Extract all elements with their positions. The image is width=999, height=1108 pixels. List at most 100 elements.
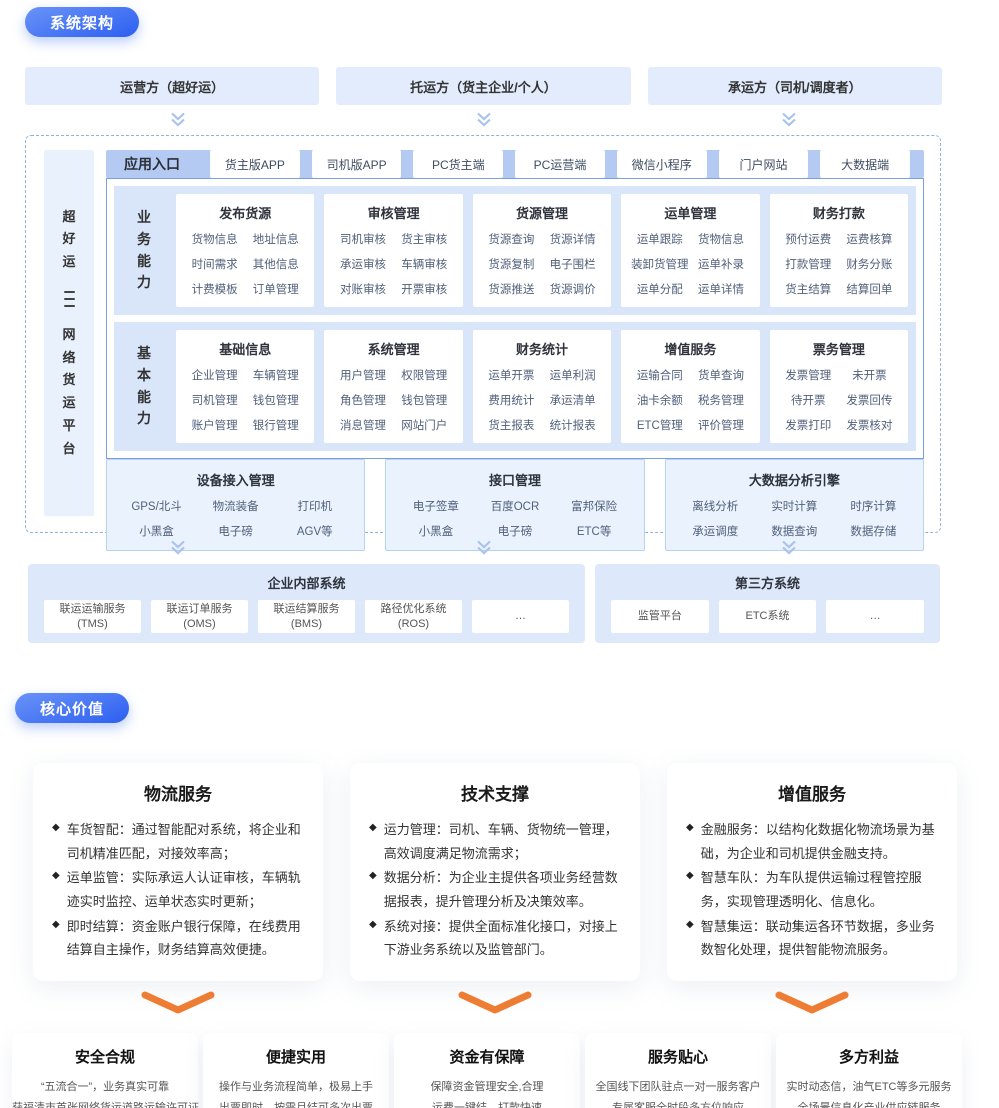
- core-values-row: 物流服务 车货智配：通过智能配对系统，将企业和司机精准匹配，对接效率高； 运单监…: [0, 763, 999, 981]
- third-party-system-item: ETC系统: [718, 600, 817, 633]
- infra-item: AGV等: [296, 526, 333, 538]
- value-card-title: 物流服务: [144, 785, 212, 804]
- group-item: 货源详情: [549, 234, 596, 246]
- value-bullet: 智慧集运：联动集运各环节数据，多业务数智化处理，提供智能物流服务。: [686, 915, 938, 962]
- infra-item: 物流装备: [212, 501, 259, 513]
- group-item: 未开票: [852, 370, 887, 382]
- group-item: 承运清单: [549, 395, 596, 407]
- group-item: 货物信息: [698, 234, 745, 246]
- benefit-line: “五流合一”，业务真实可靠: [40, 1080, 170, 1093]
- group-title: 财务统计: [516, 342, 569, 357]
- value-card-technology: 技术支撑 运力管理：司机、车辆、货物统一管理，高效调度满足物流需求； 数据分析：…: [350, 763, 640, 981]
- double-chevron-down-icon: [171, 112, 185, 127]
- capability-panel: 业务能力 发布货源 货物信息 地址信息 时间需求 其他信息 计费模板 订单管理: [106, 178, 924, 459]
- group-item: 运输合同: [636, 370, 683, 382]
- benefit-line: 操作与业务流程简单，极易上手: [219, 1080, 373, 1093]
- group-item: 货主报表: [488, 420, 535, 432]
- capability-row-basic: 基本能力 基础信息 企业管理 车辆管理 司机管理 钱包管理 账户管理 银行管理: [114, 322, 916, 451]
- group-item: 运费核算: [846, 234, 893, 246]
- benefit-title: 服务贴心: [647, 1048, 708, 1066]
- app-entry-row: 应用入口 货主版APP 司机版APP PC货主端 PC运营端 微信小程序 门户网…: [106, 150, 924, 178]
- group-title: 系统管理: [367, 342, 420, 357]
- infra-item: 离线分析: [692, 501, 739, 513]
- capability-group: 运单管理 运单跟踪 货物信息 装卸货管理 运单补录 运单分配 运单详情: [621, 194, 760, 307]
- capability-row-label: 基本能力: [137, 345, 151, 427]
- benefit-line: 专属客服全时段多方位响应: [612, 1101, 744, 1108]
- group-item: 税务管理: [698, 395, 745, 407]
- infra-box-bigdata: 大数据分析引擎 离线分析 实时计算 时序计算 承运调度 数据查询 数据存储: [664, 459, 924, 551]
- platform-side-label: 超好运 网络货运平台: [44, 150, 94, 516]
- benefit-card-convenience: 便捷实用 操作与业务流程简单，极易上手 出票即时，按需月结可多次出票: [203, 1032, 389, 1108]
- double-chevron-down-icon: [476, 112, 491, 127]
- internal-system-item: 路径优化系统 (ROS): [365, 600, 462, 633]
- platform-content: 应用入口 货主版APP 司机版APP PC货主端 PC运营端 微信小程序 门户网…: [106, 150, 924, 551]
- app-entry-item: 微信小程序: [616, 150, 707, 178]
- value-bullet: 即时结算：资金账户银行保障，在线费用结算自主操作，财务结算高效便捷。: [52, 915, 304, 962]
- system-name: 联运结算服务: [273, 603, 340, 616]
- group-item: 油卡余额: [636, 395, 683, 407]
- group-item: 司机审核: [340, 234, 386, 246]
- chevrons-row-top: [25, 105, 942, 131]
- group-item: 运单利润: [549, 370, 596, 382]
- benefit-card-funds: 资金有保障 保障资金管理安全,合理 运费一键结，打款快速: [394, 1032, 580, 1108]
- group-item: 权限管理: [401, 370, 448, 382]
- group-item: 用户管理: [340, 370, 386, 382]
- capability-row-business: 业务能力 发布货源 货物信息 地址信息 时间需求 其他信息 计费模板 订单管理: [114, 186, 916, 315]
- double-chevron-down-icon: [171, 540, 185, 555]
- benefits-row: 安全合规 “五流合一”，业务真实可靠 获福清市首张网络货运道路运输许可证 便捷实…: [0, 1032, 999, 1108]
- value-card-title: 技术支撑: [461, 785, 529, 804]
- system-name: 联运订单服务: [166, 603, 233, 616]
- group-item: 钱包管理: [401, 395, 448, 407]
- internal-system-item: 联运运输服务 (TMS): [44, 600, 141, 633]
- capability-group: 票务管理 发票管理 未开票 待开票 发票回传 发票打印 发票核对: [769, 330, 909, 443]
- group-item: 发票打印: [785, 420, 832, 432]
- infra-item: GPS/北斗: [131, 501, 182, 513]
- infra-item: 实时计算: [771, 501, 818, 513]
- capability-row-label: 业务能力: [137, 209, 151, 291]
- group-item: 车辆审核: [401, 259, 448, 271]
- infra-item: 数据查询: [771, 526, 818, 538]
- orange-chevron-down-icon: [458, 991, 532, 1014]
- chevrons-row-bottom: [25, 533, 942, 559]
- infra-title: 设备接入管理: [196, 473, 275, 488]
- double-chevron-down-icon: [782, 112, 796, 127]
- core-values-section-badge: 核心价值: [15, 693, 130, 723]
- group-title: 运单管理: [664, 206, 717, 221]
- benefit-line: 保障资金管理安全,合理: [430, 1080, 544, 1093]
- group-item: 承运审核: [340, 259, 386, 271]
- double-chevron-down-icon: [782, 540, 796, 555]
- capability-group: 审核管理 司机审核 货主审核 承运审核 车辆审核 对账审核 开票审核: [324, 194, 463, 307]
- group-item: 货物信息: [191, 234, 238, 246]
- third-party-system-item: 监管平台: [611, 600, 709, 633]
- infra-item: 时序计算: [850, 501, 897, 513]
- group-item: 司机管理: [191, 395, 238, 407]
- group-item: 订单管理: [252, 284, 299, 296]
- internal-systems-box: 企业内部系统 联运运输服务 (TMS) 联运订单服务 (OMS) 联运结算服务 …: [28, 564, 585, 643]
- divider-dashes: [63, 286, 75, 312]
- group-item: 角色管理: [340, 395, 386, 407]
- benefit-card-service: 服务贴心 全国线下团队驻点一对一服务客户 专属客服全时段多方位响应 提供资深专家…: [585, 1032, 771, 1108]
- capability-group: 货源管理 货源查询 货源详情 货源复制 电子围栏 货源推送 货源调价: [472, 194, 612, 307]
- group-title: 增值服务: [664, 342, 717, 357]
- benefit-line: 运费一键结，打款快速: [432, 1101, 542, 1108]
- app-entry-item: PC运营端: [515, 150, 605, 178]
- benefit-line: 出票即时，按需月结可多次出票: [219, 1101, 373, 1108]
- group-item: 货单查询: [698, 370, 745, 382]
- group-item: 企业管理: [191, 370, 238, 382]
- group-item: 银行管理: [252, 420, 299, 432]
- group-item: 运单跟踪: [636, 234, 683, 246]
- orange-chevrons-row: [0, 991, 999, 1020]
- systems-box-title: 企业内部系统: [267, 576, 346, 591]
- double-chevron-down-icon: [476, 540, 491, 555]
- benefit-line: 实时动态信，油气ETC等多元服务: [786, 1080, 952, 1093]
- value-bullet: 车货智配：通过智能配对系统，将企业和司机精准匹配，对接效率高；: [52, 818, 304, 865]
- infra-title: 大数据分析引擎: [748, 473, 840, 488]
- party-operator: 运营方（超好运）: [25, 67, 320, 105]
- group-item: 货源复制: [488, 259, 535, 271]
- group-item: 地址信息: [252, 234, 299, 246]
- group-item: 装卸货管理: [631, 259, 689, 271]
- system-abbr: (ROS): [397, 617, 430, 630]
- value-bullet: 运单监管：实际承运人认证审核，车辆轨迹实时监控、运单状态实时更新；: [52, 866, 304, 913]
- infra-item: 承运调度: [692, 526, 739, 538]
